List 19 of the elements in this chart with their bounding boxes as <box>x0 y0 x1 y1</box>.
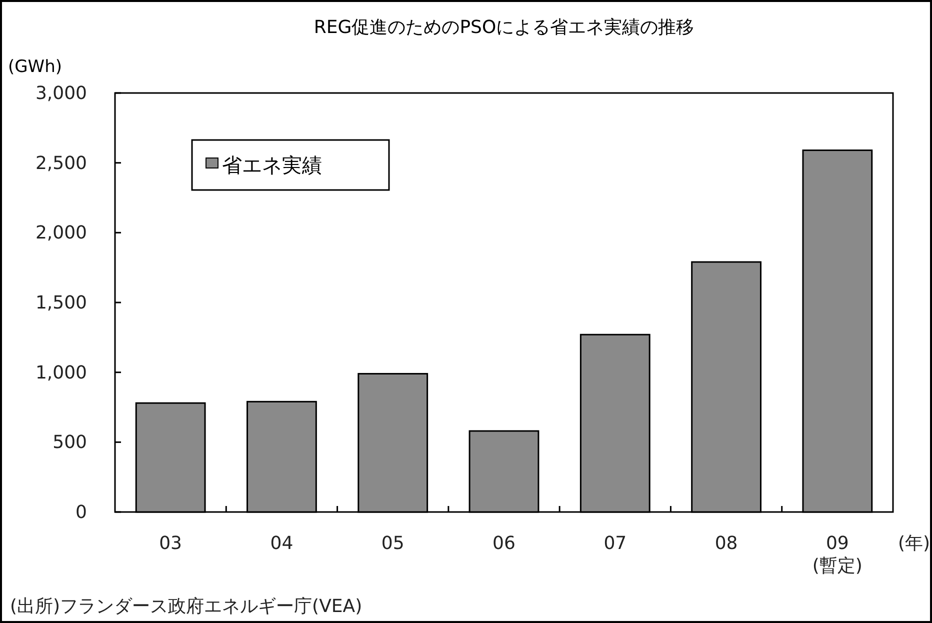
y-tick-label: 500 <box>52 432 87 454</box>
x-tick-label: 06 <box>492 533 516 554</box>
y-tick-label: 2,000 <box>35 222 87 244</box>
y-tick-label: 0 <box>76 502 87 523</box>
y-tick-label: 1,000 <box>35 362 87 384</box>
x-tick-label: 08 <box>714 533 738 554</box>
y-axis-title: (GWh) <box>8 57 62 77</box>
x-tick-label: 07 <box>604 533 627 554</box>
x-tick-label: 03 <box>159 533 182 554</box>
y-tick-label: 1,500 <box>35 292 87 314</box>
x-tick-label: 05 <box>381 533 404 554</box>
y-tick-label: 2,500 <box>35 152 87 174</box>
x-tick-label: 09 (暫定) <box>812 533 862 576</box>
x-tick-label: 04 <box>270 533 294 554</box>
x-axis-title: (年) <box>898 533 930 554</box>
chart-title: REG促進のためのPSOによる省エネ実績の推移 <box>314 17 694 38</box>
text: (出所)フランダース政府エネルギー庁(VEA) <box>10 596 362 617</box>
legend-label: 省エネ実績 <box>222 153 322 177</box>
y-tick-label: 3,000 <box>35 83 87 104</box>
